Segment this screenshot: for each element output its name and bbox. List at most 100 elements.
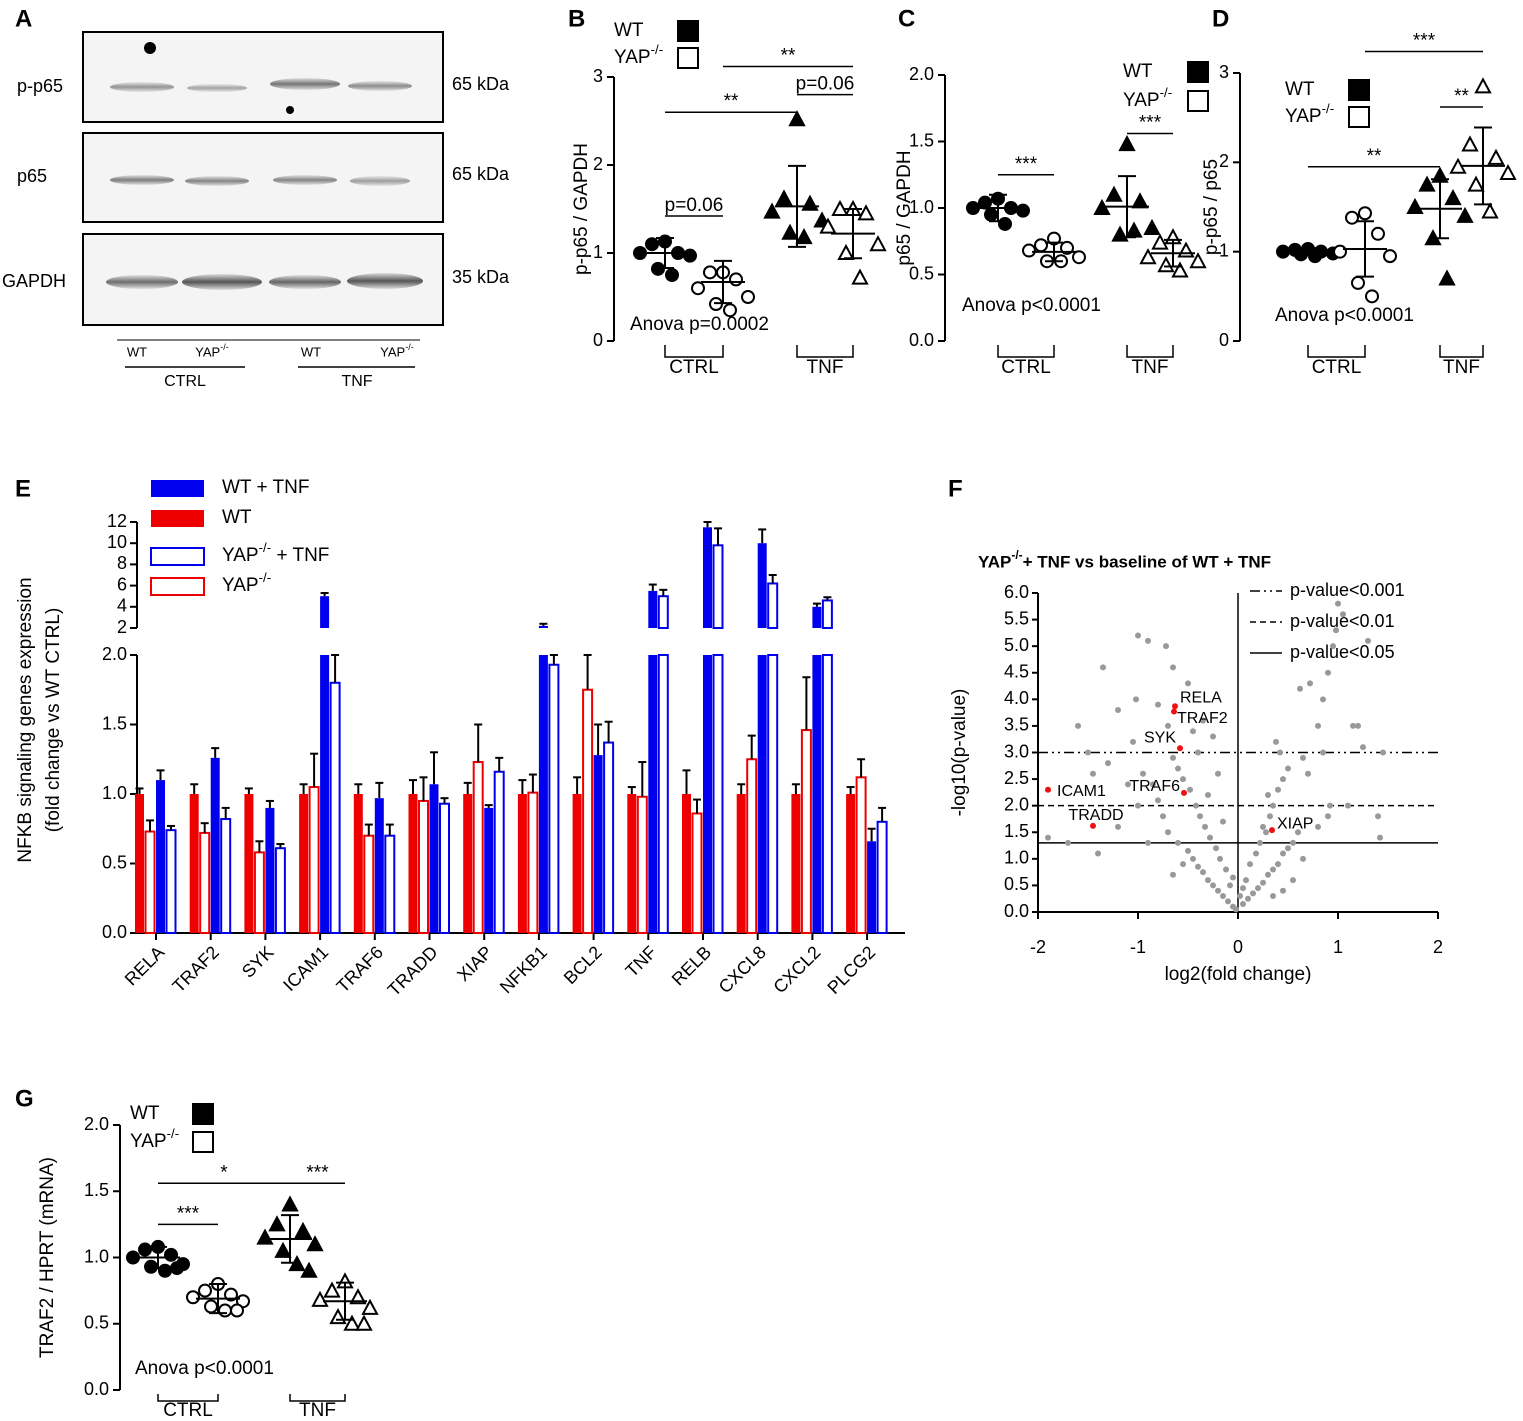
comparison-label: p=0.06 [665,195,724,216]
data-point [1230,874,1236,881]
y-tick-label: 5.5 [1004,608,1029,628]
annotation: Anova p<0.0001 [962,295,1101,316]
bar [593,755,603,933]
y-tick-label: 6.0 [1004,582,1029,602]
bar [682,794,691,933]
data-point [1143,218,1161,235]
data-point [1135,632,1141,639]
bar [418,799,429,935]
data-point [1360,744,1366,751]
data-point [1280,850,1286,857]
data-point [1145,839,1151,846]
legend-label: WT [614,20,644,41]
data-point [1155,701,1161,708]
bar [244,794,254,933]
y-tick-label: 4 [117,596,127,616]
data-point [1207,834,1213,841]
data-point [1365,289,1379,304]
annotation: Anova p<0.0001 [135,1358,274,1379]
data-point [204,1299,218,1314]
annotation: Anova p=0.0002 [630,314,769,335]
bar [463,794,473,933]
data-point [1275,861,1281,868]
data-point [1340,611,1346,618]
data-point [1333,627,1339,634]
data-point [1365,637,1371,644]
data-point [186,1290,200,1305]
category-bracket [997,345,1055,358]
data-point [1295,829,1301,836]
data-point [274,1241,292,1258]
data-point [857,204,875,221]
x-tick-label: 0 [1233,937,1243,957]
legend-label: p-value<0.05 [1290,642,1395,662]
data-point [1377,834,1383,841]
highlight-point [1172,703,1178,710]
bar [791,794,801,933]
data-point [1275,786,1281,793]
category-bracket [289,1394,346,1402]
point-label: TRADD [1068,807,1123,824]
comparison-label: ** [1367,146,1382,167]
data-point [1065,839,1071,846]
data-point [1105,185,1123,202]
y-tick-label: 2.0 [84,1114,109,1134]
data-point [170,1261,184,1276]
data-point [1034,238,1048,253]
point-label: TRAF2 [1177,710,1228,727]
data-point [1215,887,1221,894]
data-point [1075,722,1081,729]
data-point [1273,738,1279,745]
bar [484,807,494,933]
data-point [1170,664,1176,671]
category-bracket [664,345,724,358]
bar [274,847,286,935]
data-point [1175,765,1181,772]
data-point [1185,680,1191,687]
lane-label: YAP-/- [195,342,229,359]
band [270,78,340,90]
data-point [1125,221,1143,238]
legend-swatch [192,1131,214,1153]
x-tick-label: -2 [1030,937,1046,957]
band [110,82,174,92]
legend-swatch [151,480,204,497]
comparison-label: *** [1413,31,1436,52]
bar [220,818,232,935]
bar [821,654,833,934]
bar [429,784,439,933]
data-point [1300,754,1306,761]
x-tick-label: PLCG2 [823,942,879,998]
data-point [1202,823,1208,830]
panel-letter: D [1212,5,1229,32]
y-tick-label: 0.5 [84,1313,109,1333]
bar [855,776,867,934]
category-bracket [796,345,854,358]
panel-letter: A [15,5,32,32]
data-point [665,268,679,282]
data-point [198,1283,212,1298]
x-tick-label: CTRL [163,1400,213,1421]
data-point [1406,197,1424,214]
bar [517,794,527,933]
data-point [1270,893,1276,900]
x-tick-label: XIAP [453,942,496,985]
blot [82,31,444,368]
y-axis-label: p-p65 / GAPDH [571,143,592,275]
bar [408,794,418,933]
legend-swatch [150,577,205,596]
data-point [1131,192,1149,209]
x-axis-label: log2(fold change) [1165,964,1312,985]
lane-label: YAP-/- [380,342,414,359]
y-tick-label: 2 [117,617,127,637]
data-point [1255,885,1261,892]
comparison-label: *** [306,1162,329,1183]
superscript: -/- [167,1126,180,1141]
y-tick-label: 2 [593,154,603,174]
bar [876,820,888,934]
data-point [1327,802,1333,809]
bar [299,794,309,933]
y-tick-label: 1.5 [909,130,934,150]
data-point [819,217,837,234]
